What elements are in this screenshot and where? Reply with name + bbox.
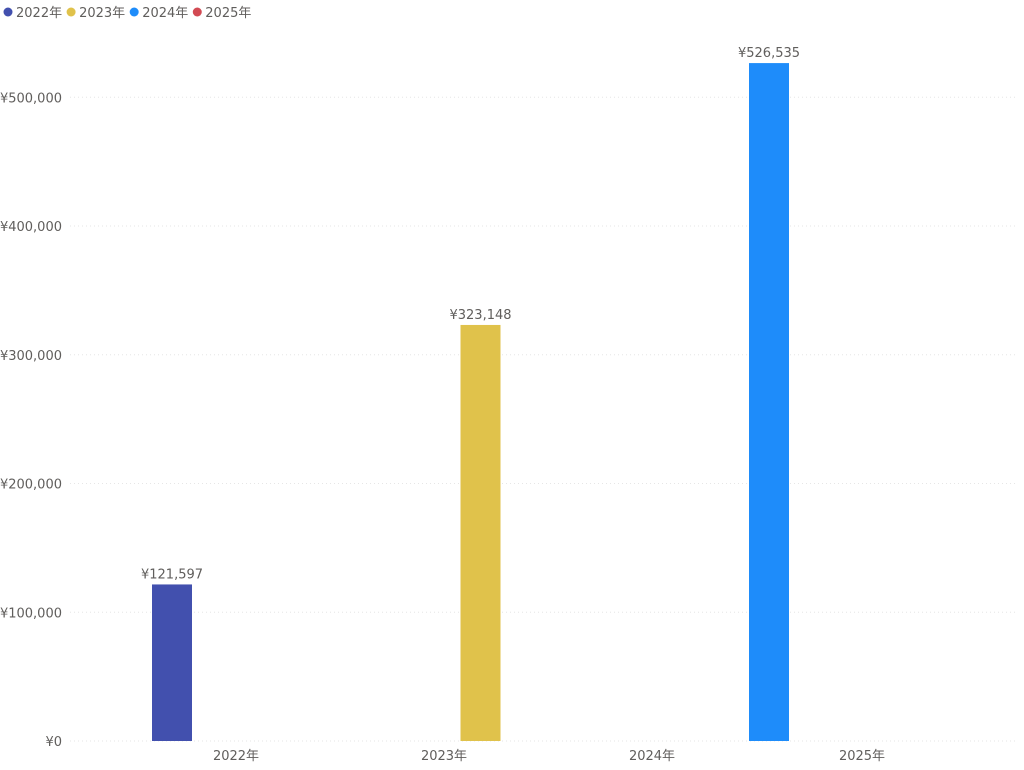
x-tick-label-1: 2022年 <box>213 749 259 764</box>
y-tick-label-1: ¥100,000 <box>0 606 62 621</box>
legend-label-2: 2023年 <box>79 6 125 21</box>
data-label-2024年: ¥526,535 <box>738 46 800 61</box>
legend-item-4[interactable]: 2025年 <box>192 6 252 21</box>
y-tick-label-5: ¥500,000 <box>0 91 62 106</box>
y-tick-label-0: ¥0 <box>45 735 62 750</box>
y-tick-label-4: ¥400,000 <box>0 220 62 235</box>
x-tick-label-3: 2024年 <box>629 749 675 764</box>
legend: 2022年 2023年 2024年 2025年 <box>3 6 252 21</box>
legend-marker-1 <box>3 7 13 17</box>
legend-item-3[interactable]: 2024年 <box>129 6 189 21</box>
y-tick-label-3: ¥300,000 <box>0 349 62 364</box>
x-tick-label-4: 2025年 <box>839 749 885 764</box>
x-axis: 2022年 2023年 2024年 2025年 <box>213 749 885 764</box>
legend-label-4: 2025年 <box>205 6 251 21</box>
data-label-2022年: ¥121,597 <box>141 567 203 582</box>
bar-2023年-2023年[interactable] <box>460 324 501 741</box>
data-label-2023年: ¥323,148 <box>449 308 511 323</box>
bars: ¥121,597¥323,148¥526,535¥546,264 <box>141 46 800 742</box>
legend-marker-2 <box>66 7 76 17</box>
gridlines <box>70 96 1015 742</box>
legend-marker-4 <box>192 7 202 17</box>
y-axis: ¥0 ¥100,000 ¥200,000 ¥300,000 ¥400,000 ¥500,0… <box>0 91 62 750</box>
legend-label-1: 2022年 <box>16 6 62 21</box>
legend-label-3: 2024年 <box>142 6 188 21</box>
bar-2024年-2024年[interactable] <box>749 63 789 742</box>
bar-2022年-2022年[interactable] <box>152 584 192 741</box>
legend-item-1[interactable]: 2022年 <box>3 6 63 21</box>
legend-item-2[interactable]: 2023年 <box>66 6 126 21</box>
y-tick-label-2: ¥200,000 <box>0 478 62 493</box>
legend-marker-3 <box>129 7 139 17</box>
x-tick-label-2: 2023年 <box>421 749 467 764</box>
